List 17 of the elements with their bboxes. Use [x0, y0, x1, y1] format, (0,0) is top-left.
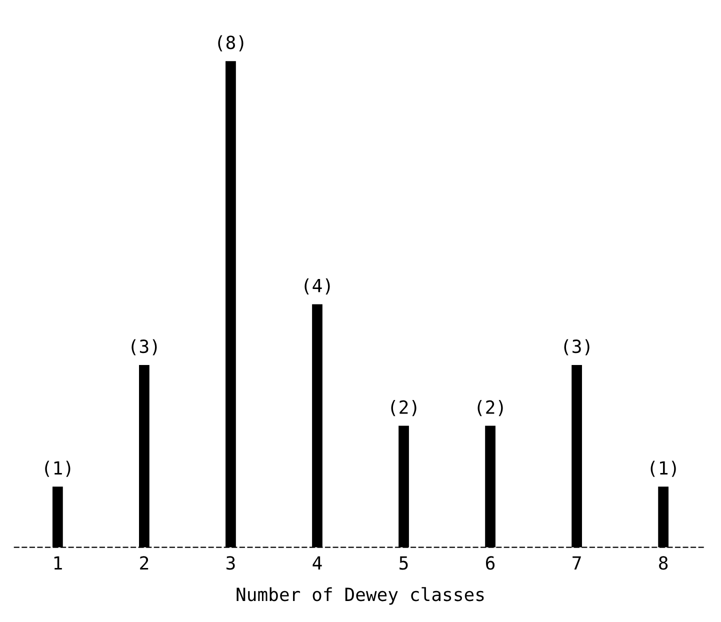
data-label: (4) — [304, 278, 330, 295]
x-tick-label: 4 — [312, 556, 322, 570]
data-label: (1) — [650, 460, 676, 477]
x-tick-label: 1 — [54, 556, 62, 570]
x-tick-label: 2 — [140, 556, 148, 570]
data-label: (2) — [391, 400, 416, 416]
x-axis-title: Number of Dewey classes — [236, 587, 484, 605]
x-tick-label: 7 — [572, 556, 581, 570]
data-label: (3) — [564, 339, 590, 356]
x-tick-label: 5 — [400, 556, 408, 570]
x-tick-label: 8 — [659, 556, 668, 570]
x-tick-label: 3 — [226, 556, 235, 570]
x-tick-label: 6 — [486, 556, 495, 570]
data-label: (3) — [132, 339, 157, 356]
data-label: (1) — [45, 460, 70, 477]
data-label: (2) — [478, 400, 503, 416]
data-label: (8) — [218, 35, 244, 52]
